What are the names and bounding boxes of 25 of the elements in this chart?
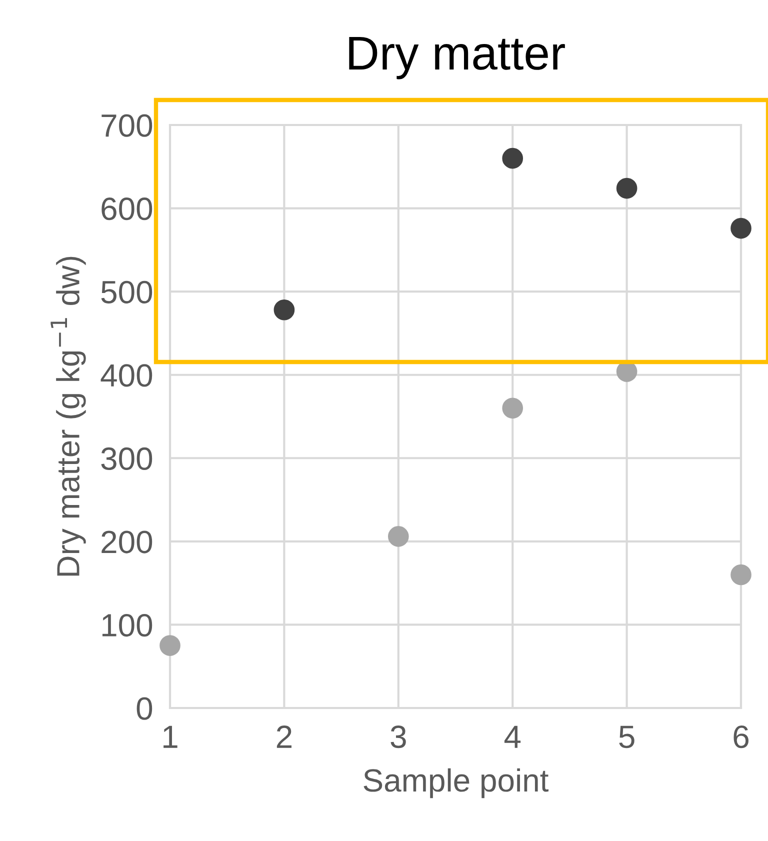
chart-title: Dry matter xyxy=(349,36,565,80)
x-tick-label: 1 xyxy=(164,726,178,748)
point xyxy=(502,398,524,419)
x-axis-title: Sample point xyxy=(364,768,548,798)
y-tick-label: 0 xyxy=(136,697,152,720)
point xyxy=(274,299,295,320)
y-tick-label: 700 xyxy=(102,114,152,137)
x-tick-label: 5 xyxy=(619,726,634,748)
point xyxy=(388,526,409,547)
point xyxy=(730,218,752,239)
y-tick-label: 100 xyxy=(102,614,152,637)
x-tick-label: 4 xyxy=(504,726,521,748)
point xyxy=(730,564,752,586)
y-tick-label: 500 xyxy=(101,280,152,304)
y-tick-label: 600 xyxy=(102,198,152,220)
y-tick-label: 400 xyxy=(100,364,152,387)
y-tick-label: 200 xyxy=(102,530,152,554)
point xyxy=(502,148,524,169)
x-tick-label: 3 xyxy=(390,726,406,748)
x-tick-label: 2 xyxy=(276,726,292,748)
point xyxy=(616,178,638,199)
point xyxy=(160,635,180,656)
y-tick-label: 300 xyxy=(101,447,152,470)
x-tick-label: 6 xyxy=(734,726,748,748)
y-axis-title: Dry matter (g kg$^{−1}$ dw) xyxy=(50,256,86,576)
